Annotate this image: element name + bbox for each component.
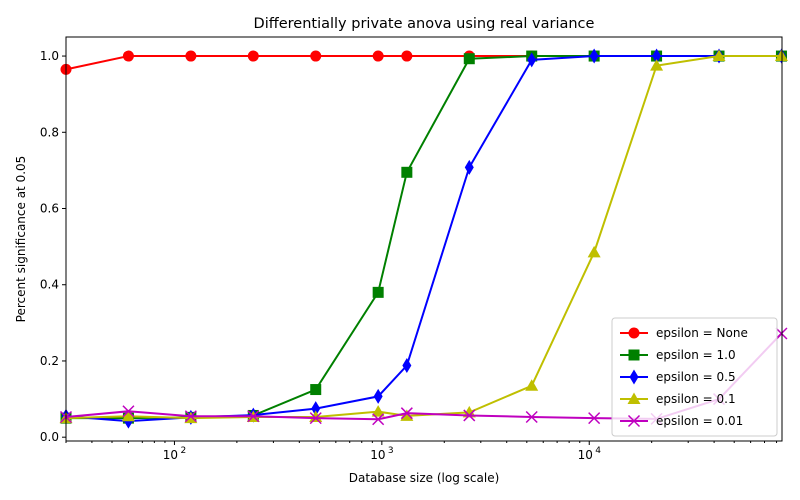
point-diamond <box>527 52 537 68</box>
legend-label: epsilon = 0.01 <box>656 414 743 428</box>
x-tick-label: 10 <box>370 448 385 462</box>
y-tick-label: 0.4 <box>40 278 59 292</box>
y-tick-label: 0.8 <box>40 125 59 139</box>
x-tick-exponent: 2 <box>180 446 186 456</box>
legend-label: epsilon = 0.1 <box>656 392 736 406</box>
point-x <box>247 410 260 423</box>
point-diamond <box>652 48 662 64</box>
point-square <box>628 349 640 361</box>
y-tick-label: 0.6 <box>40 202 59 216</box>
point-triangle <box>627 392 641 404</box>
point-square <box>401 166 413 178</box>
axis-layer: 0.00.20.40.60.81.010 2 10 3 10 4 <box>40 49 778 462</box>
point-triangle <box>650 59 664 71</box>
point-triangle <box>712 49 726 62</box>
point-x <box>372 413 385 426</box>
point-diamond <box>629 369 639 385</box>
point-x <box>588 412 601 425</box>
point-x <box>400 407 413 420</box>
point-triangle <box>525 379 539 391</box>
x-tick-exponent: 3 <box>388 446 394 456</box>
point-diamond <box>373 388 383 404</box>
point-circle <box>628 327 640 339</box>
point-circle <box>401 50 413 62</box>
legend-entry: epsilon = 1.0 <box>620 348 736 362</box>
legend-entry: epsilon = 0.1 <box>620 392 736 406</box>
point-triangle <box>121 409 135 422</box>
legend-entry: epsilon = 0.01 <box>620 414 743 428</box>
point-triangle <box>774 49 788 62</box>
x-axis-title: Database size (log scale) <box>349 471 500 485</box>
point-x <box>184 410 197 423</box>
point-x <box>309 412 322 425</box>
legend-label: epsilon = 1.0 <box>656 348 736 362</box>
point-diamond <box>589 48 599 64</box>
point-diamond <box>402 358 412 374</box>
x-tick-label: 10 <box>578 448 593 462</box>
y-tick-label: 0.2 <box>40 354 59 368</box>
point-square <box>372 286 384 298</box>
point-circle <box>122 50 134 62</box>
legend-entry: epsilon = 0.5 <box>620 369 736 385</box>
point-x <box>775 327 788 340</box>
point-square <box>310 384 322 396</box>
point-diamond <box>311 401 321 417</box>
y-tick-label: 1.0 <box>40 49 59 63</box>
legend-entry: epsilon = None <box>620 326 748 340</box>
y-tick-label: 0.0 <box>40 430 59 444</box>
point-circle <box>372 50 384 62</box>
point-square <box>463 53 475 65</box>
legend: epsilon = None epsilon = 1.0 epsilon = 0.5… <box>611 317 778 437</box>
point-x <box>122 405 135 418</box>
point-triangle <box>400 409 414 421</box>
point-x <box>627 414 641 428</box>
point-circle <box>247 50 259 62</box>
point-x <box>525 410 538 424</box>
point-circle <box>310 50 322 62</box>
x-tick-label: 10 <box>163 448 178 462</box>
point-x <box>463 409 476 422</box>
legend-label: epsilon = 0.5 <box>656 370 736 384</box>
legend-label: epsilon = None <box>656 326 748 340</box>
chart-title: Differentially private anova using real … <box>254 16 595 32</box>
point-triangle <box>587 245 601 258</box>
point-triangle <box>371 405 385 417</box>
point-circle <box>185 50 197 62</box>
legend-box <box>611 317 778 437</box>
x-tick-exponent: 4 <box>595 446 601 456</box>
plot-frame <box>65 36 783 442</box>
y-axis-title: Percent significance at 0.05 <box>14 156 28 323</box>
point-diamond <box>464 159 474 175</box>
